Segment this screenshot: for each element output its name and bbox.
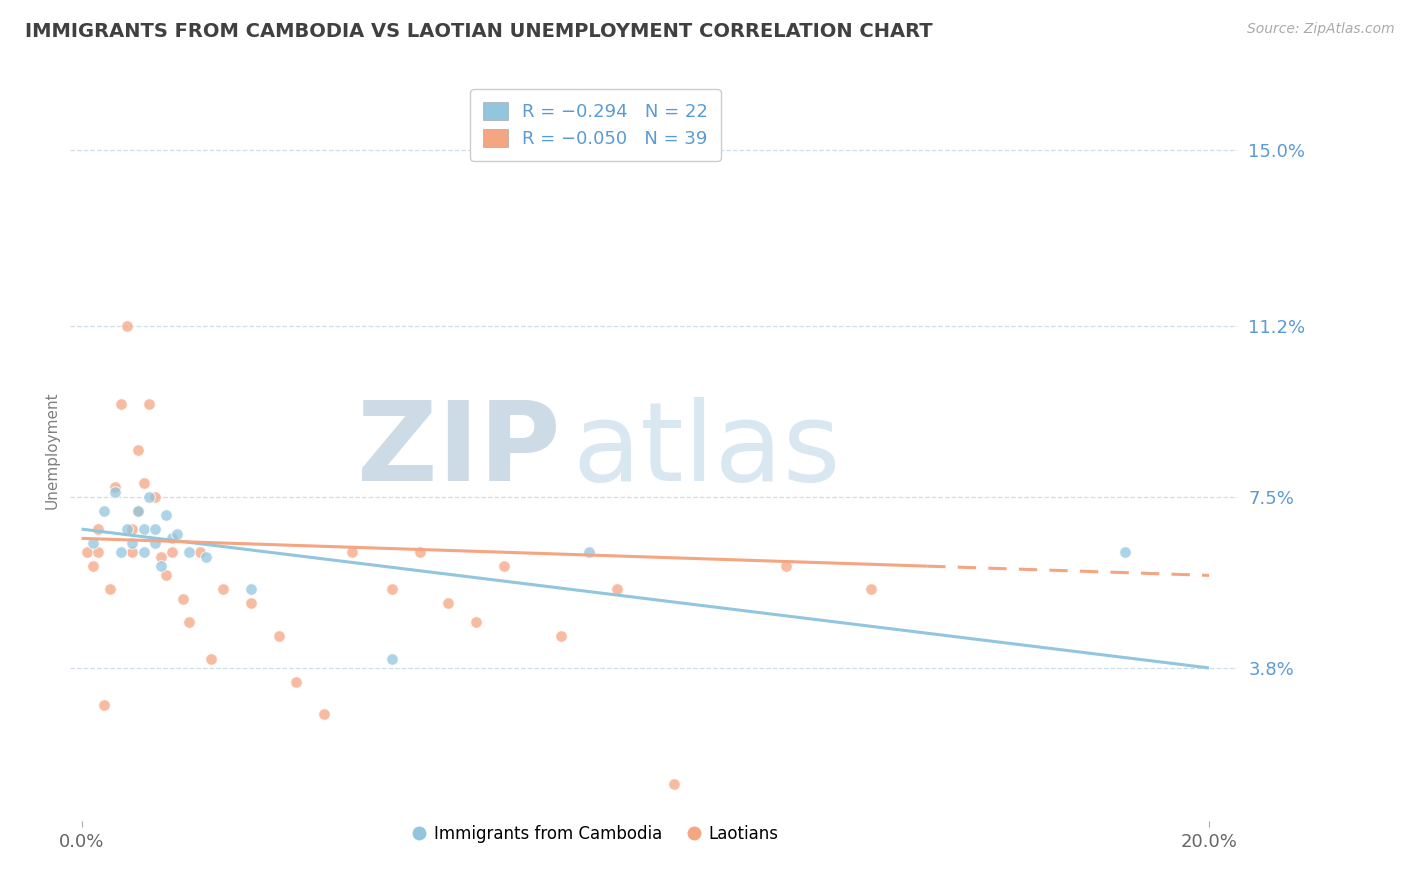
Point (82, 559, 104, 574)
Point (143, 490, 166, 504)
Point (312, 707, 335, 722)
Text: atlas: atlas (572, 397, 841, 504)
Text: ZIP: ZIP (357, 397, 561, 504)
Point (121, 522, 143, 536)
Point (121, 536, 143, 550)
Point (381, 651, 404, 665)
Point (437, 596, 460, 610)
Point (82, 536, 104, 550)
Point (155, 508, 177, 523)
Point (194, 549, 217, 564)
Point (115, 318, 138, 333)
Point (143, 522, 166, 536)
Point (200, 651, 222, 665)
Point (177, 615, 200, 629)
Point (98, 582, 121, 597)
Text: Source: ZipAtlas.com: Source: ZipAtlas.com (1247, 22, 1395, 37)
Point (172, 591, 194, 606)
Point (76, 545, 98, 559)
Point (550, 629, 572, 643)
Point (494, 559, 516, 574)
Point (188, 545, 211, 559)
Point (160, 545, 183, 559)
Point (132, 475, 155, 490)
Point (104, 485, 127, 500)
Point (1114, 545, 1136, 559)
Point (149, 559, 172, 574)
Point (662, 776, 685, 791)
Point (155, 568, 177, 582)
Point (606, 582, 628, 597)
Y-axis label: Unemployment: Unemployment (44, 392, 59, 509)
Point (775, 559, 797, 574)
Point (267, 629, 290, 643)
Point (859, 582, 882, 597)
Point (110, 397, 132, 411)
Point (87, 522, 110, 536)
Point (127, 503, 149, 517)
Point (127, 443, 149, 458)
Point (143, 536, 166, 550)
Point (132, 545, 155, 559)
Point (127, 503, 149, 517)
Point (465, 615, 488, 629)
Point (239, 596, 262, 610)
Point (138, 397, 160, 411)
Point (93, 503, 115, 517)
Point (211, 582, 233, 597)
Point (239, 582, 262, 597)
Point (110, 545, 132, 559)
Point (578, 545, 600, 559)
Point (121, 545, 143, 559)
Point (284, 674, 307, 689)
Legend: Immigrants from Cambodia, Laotians: Immigrants from Cambodia, Laotians (405, 818, 786, 849)
Text: IMMIGRANTS FROM CAMBODIA VS LAOTIAN UNEMPLOYMENT CORRELATION CHART: IMMIGRANTS FROM CAMBODIA VS LAOTIAN UNEM… (25, 22, 934, 41)
Point (138, 490, 160, 504)
Point (115, 522, 138, 536)
Point (409, 545, 432, 559)
Point (132, 522, 155, 536)
Point (93, 698, 115, 712)
Point (149, 549, 172, 564)
Point (104, 481, 127, 495)
Point (160, 532, 183, 546)
Point (381, 582, 404, 597)
Point (177, 545, 200, 559)
Point (166, 526, 188, 541)
Point (340, 545, 363, 559)
Point (87, 545, 110, 559)
